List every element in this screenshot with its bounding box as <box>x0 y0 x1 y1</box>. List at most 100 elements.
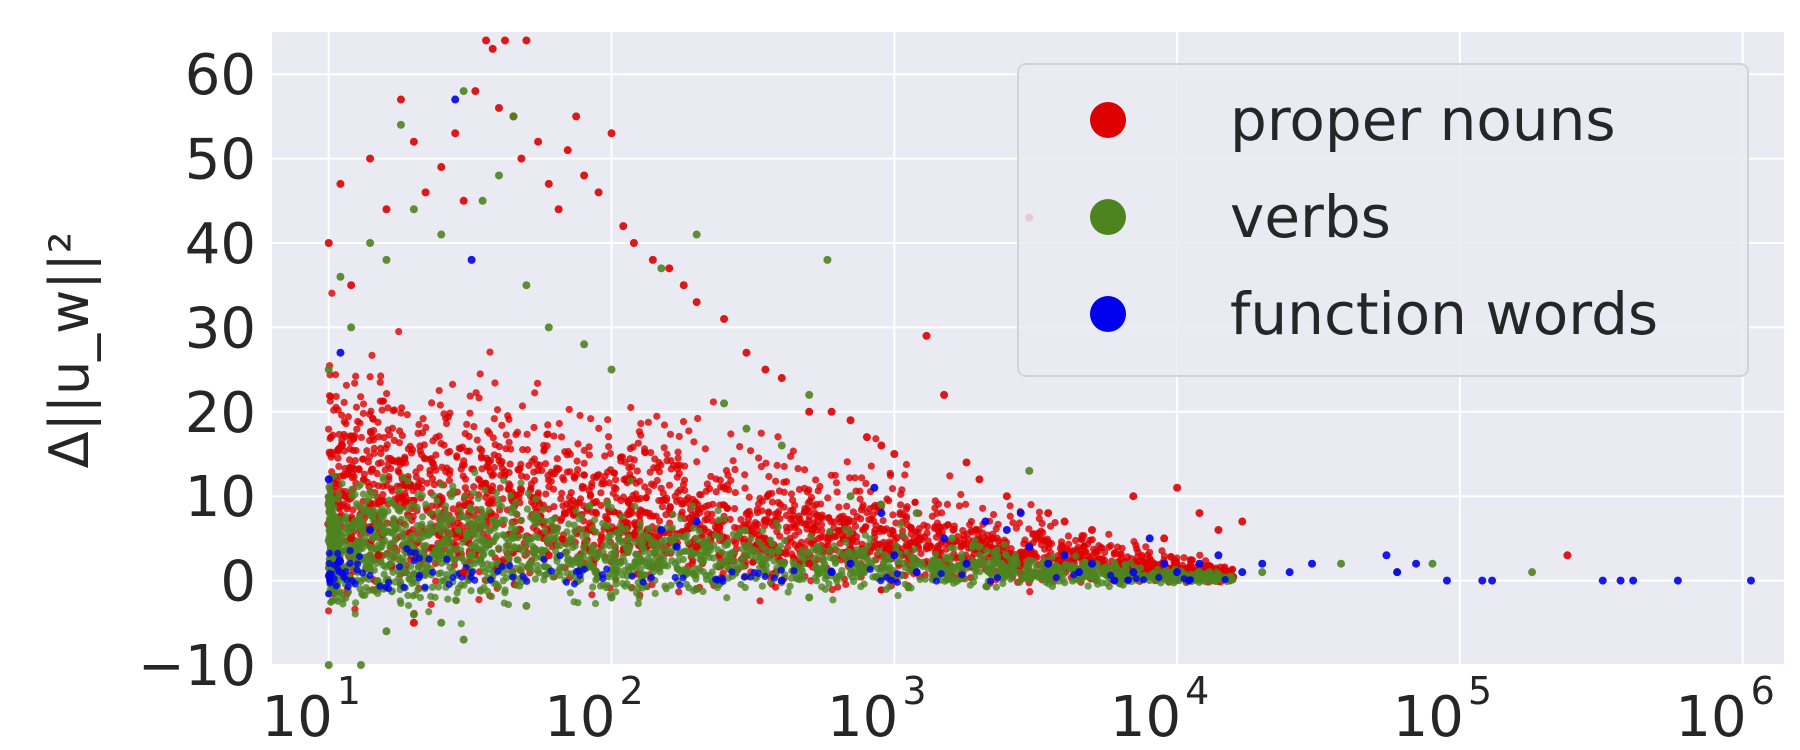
data-point <box>761 365 770 374</box>
data-point <box>675 550 683 558</box>
data-point <box>1091 549 1099 557</box>
data-point <box>376 582 384 590</box>
data-point <box>862 433 871 442</box>
data-point <box>386 553 394 561</box>
data-point <box>597 489 605 497</box>
data-point <box>404 514 412 522</box>
data-point <box>485 429 494 437</box>
data-point <box>335 568 343 576</box>
data-point <box>601 452 609 460</box>
y-tick-label: −10 <box>138 634 256 699</box>
data-point <box>671 573 679 582</box>
data-point <box>374 551 383 560</box>
data-point <box>442 509 450 517</box>
data-point <box>708 517 716 525</box>
data-point <box>879 516 887 525</box>
data-point <box>406 571 415 579</box>
data-point <box>1080 558 1088 566</box>
data-point <box>674 448 682 456</box>
data-point <box>1045 544 1053 552</box>
data-point <box>359 409 367 417</box>
data-point <box>896 501 905 509</box>
data-point <box>962 559 971 568</box>
data-point <box>358 544 367 552</box>
legend-label: function words <box>1230 280 1658 348</box>
data-point <box>459 196 468 205</box>
data-point <box>467 587 475 595</box>
data-point <box>747 534 755 543</box>
data-point <box>325 508 333 516</box>
data-point <box>1029 530 1037 538</box>
data-point <box>946 472 954 480</box>
y-tick-label: 20 <box>185 381 256 446</box>
data-point <box>390 515 398 523</box>
data-point <box>572 112 581 121</box>
data-point <box>487 456 495 465</box>
data-point <box>1060 517 1069 526</box>
data-point <box>391 546 399 554</box>
data-point <box>660 444 668 452</box>
data-point <box>634 584 643 592</box>
data-point <box>585 443 593 451</box>
data-point <box>556 552 564 560</box>
data-point <box>776 501 785 509</box>
data-point <box>1616 576 1625 585</box>
data-point <box>720 514 728 523</box>
data-point <box>415 420 423 429</box>
data-point <box>552 534 560 542</box>
data-point <box>1412 559 1421 568</box>
data-point <box>676 486 684 494</box>
data-point <box>542 490 550 498</box>
data-point <box>657 525 666 534</box>
data-point <box>797 552 805 560</box>
data-point <box>943 500 952 509</box>
data-point <box>549 470 557 478</box>
data-point <box>457 546 465 554</box>
data-point <box>805 513 814 521</box>
data-point <box>669 510 677 518</box>
x-tick-exponent: 3 <box>902 669 926 713</box>
data-point <box>675 432 683 441</box>
data-point <box>347 281 356 290</box>
data-point <box>901 471 909 479</box>
data-point <box>644 418 652 426</box>
data-point <box>877 500 886 509</box>
data-point <box>607 365 616 374</box>
data-point <box>775 487 783 495</box>
data-point <box>857 547 865 555</box>
data-point <box>645 534 653 542</box>
data-point <box>382 527 391 535</box>
data-point <box>1195 509 1204 518</box>
data-point <box>401 459 410 467</box>
data-point <box>662 511 670 519</box>
scatter-points <box>324 36 1755 669</box>
data-point <box>600 542 608 550</box>
data-point <box>976 568 984 576</box>
data-point <box>768 549 776 557</box>
data-point <box>1035 514 1043 523</box>
data-point <box>403 535 411 543</box>
data-point <box>495 443 503 451</box>
data-point <box>655 458 663 467</box>
data-point <box>1146 548 1154 556</box>
data-point <box>539 505 547 514</box>
data-point <box>416 571 424 580</box>
data-point <box>685 514 693 522</box>
data-point <box>502 542 510 550</box>
data-point <box>335 491 343 499</box>
data-point <box>610 548 618 556</box>
data-point <box>618 571 626 579</box>
data-point <box>681 462 689 470</box>
data-point <box>724 471 732 479</box>
data-point <box>633 467 641 475</box>
data-point <box>475 596 483 604</box>
data-point <box>684 538 692 546</box>
data-point <box>504 485 512 493</box>
data-point <box>1160 534 1169 543</box>
data-point <box>461 430 469 438</box>
data-point <box>494 495 502 504</box>
data-point <box>385 475 393 484</box>
data-point <box>893 570 901 578</box>
legend-marker <box>1090 102 1126 138</box>
data-point <box>543 442 551 450</box>
